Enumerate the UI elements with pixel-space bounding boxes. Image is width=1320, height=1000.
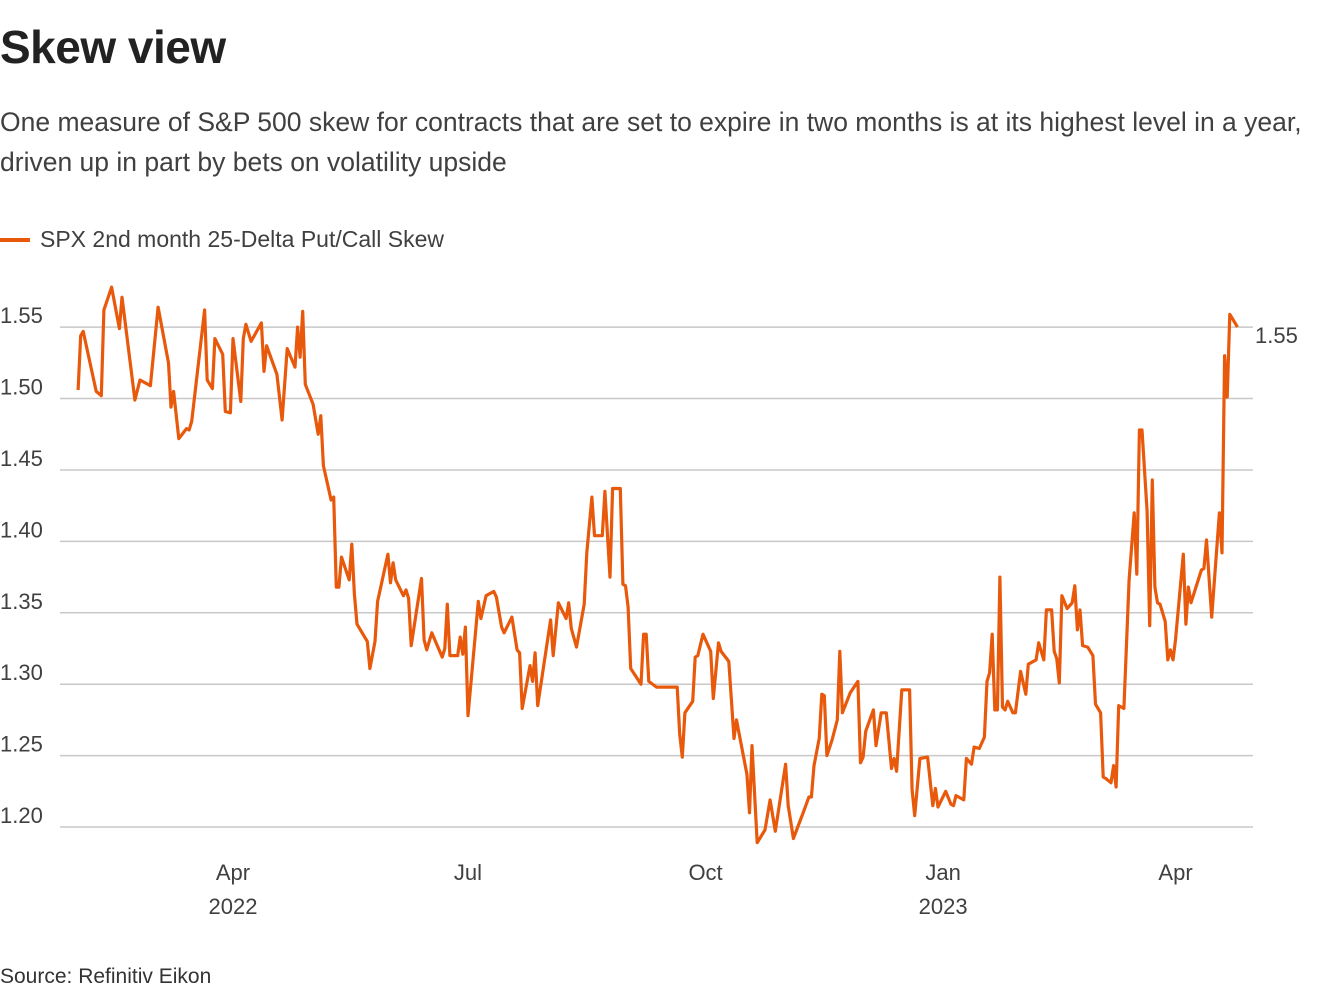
legend-swatch	[0, 237, 30, 242]
y-tick-label: 1.40	[0, 517, 43, 542]
y-tick-label: 1.50	[0, 375, 43, 400]
y-tick-label: 1.35	[0, 589, 43, 614]
legend-label: SPX 2nd month 25-Delta Put/Call Skew	[40, 226, 444, 252]
legend: SPX 2nd month 25-Delta Put/Call Skew	[0, 226, 444, 253]
x-axis-ticks: Apr 2022 Jul Oct Jan 2023 Apr	[209, 860, 1193, 919]
y-tick-label: 1.25	[0, 732, 43, 757]
y-tick-label: 1.20	[0, 803, 43, 828]
x-tick-label: Apr	[216, 860, 250, 885]
x-tick-year-label: 2023	[919, 894, 968, 919]
source-note: Source: Refinitiv Eikon	[0, 965, 212, 988]
x-tick-label: Oct	[688, 860, 722, 885]
gridlines	[60, 326, 1253, 828]
end-value-label: 1.55	[1255, 323, 1298, 348]
chart-subtitle: One measure of S&P 500 skew for contract…	[0, 107, 1302, 177]
x-tick-label: Jan	[925, 860, 960, 885]
y-axis-ticks: 1.20 1.25 1.30 1.35 1.40 1.45 1.50 1.55	[0, 303, 43, 828]
chart-title: Skew view	[0, 21, 226, 73]
x-tick-label: Jul	[454, 860, 482, 885]
y-tick-label: 1.45	[0, 446, 43, 471]
x-tick-label: Apr	[1158, 860, 1192, 885]
y-tick-label: 1.30	[0, 660, 43, 685]
y-tick-label: 1.55	[0, 303, 43, 328]
series-line-skew	[76, 285, 1239, 845]
x-tick-year-label: 2022	[209, 894, 258, 919]
